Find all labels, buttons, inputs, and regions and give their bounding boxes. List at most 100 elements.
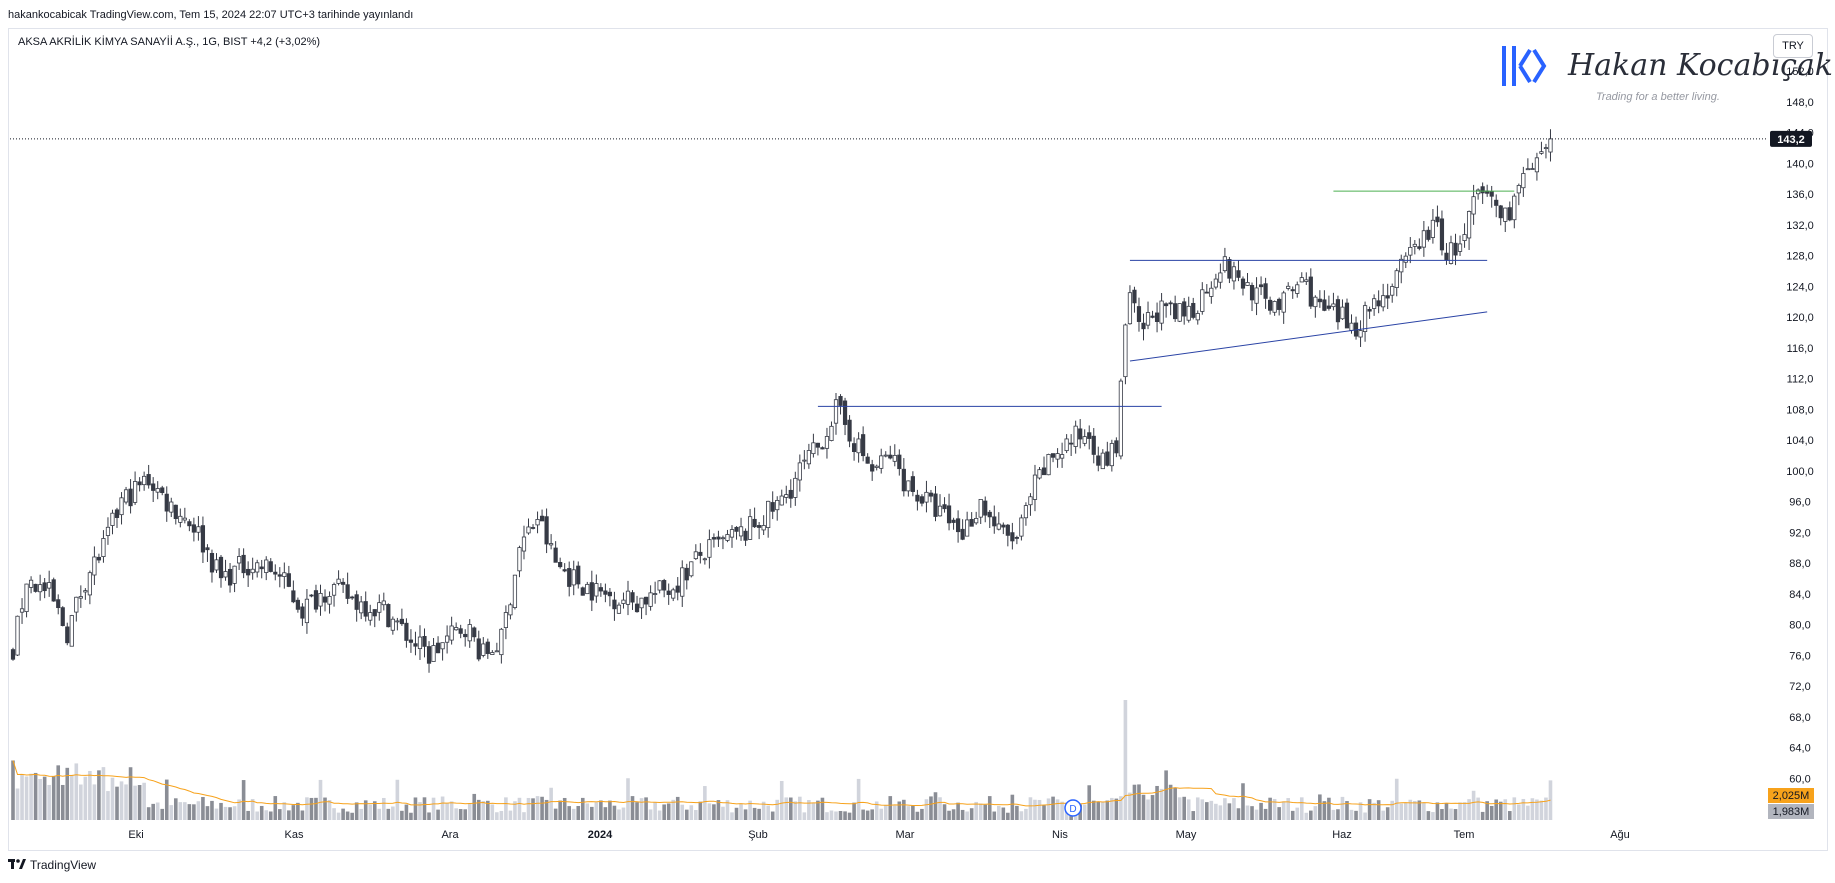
volume-current-badge bbox=[1768, 788, 1814, 803]
candle-body bbox=[1530, 168, 1535, 170]
currency-button[interactable]: TRY bbox=[1773, 34, 1813, 58]
volume-bar bbox=[612, 805, 617, 820]
candle-body bbox=[960, 528, 965, 540]
volume-bar bbox=[1521, 798, 1526, 820]
volume-bar bbox=[535, 796, 540, 820]
volume-bar bbox=[1467, 799, 1471, 820]
candle-body bbox=[1168, 302, 1173, 305]
volume-bar bbox=[888, 796, 893, 820]
volume-bar bbox=[1440, 809, 1444, 820]
volume-bar bbox=[264, 810, 269, 820]
candle-body bbox=[698, 551, 703, 556]
candle-body bbox=[770, 502, 775, 512]
volume-bar bbox=[784, 797, 789, 820]
volume-bar bbox=[635, 802, 639, 820]
tradingview-logo-icon bbox=[8, 859, 26, 869]
volume-bar bbox=[1458, 802, 1462, 820]
candle-body bbox=[246, 568, 251, 576]
volume-bar bbox=[124, 784, 128, 820]
volume-bar bbox=[969, 808, 974, 820]
volume-bar bbox=[1232, 798, 1236, 820]
candle-body bbox=[517, 547, 522, 572]
volume-bar bbox=[1354, 810, 1358, 820]
volume-bar bbox=[531, 798, 535, 820]
candle-body bbox=[218, 556, 224, 579]
volume-bar bbox=[413, 797, 418, 820]
x-axis-tick-label: Eki bbox=[128, 829, 143, 841]
candle-body bbox=[1150, 315, 1155, 318]
volume-bar bbox=[1205, 802, 1209, 820]
candle-body bbox=[386, 604, 391, 628]
volume-bar bbox=[1037, 799, 1042, 820]
volume-bar bbox=[811, 802, 816, 820]
volume-bar bbox=[1141, 794, 1146, 820]
volume-bar bbox=[847, 812, 852, 820]
candle-body bbox=[137, 481, 142, 486]
volume-bar bbox=[1195, 797, 1200, 820]
y-axis-tick-label: 96,0 bbox=[1789, 497, 1810, 509]
candle-body bbox=[1272, 301, 1277, 313]
volume-current-label: 2,025M bbox=[1773, 790, 1810, 802]
volume-bar bbox=[906, 806, 911, 820]
candle-body bbox=[250, 568, 255, 574]
candle-body bbox=[951, 519, 956, 523]
volume-bar bbox=[1309, 810, 1313, 820]
candle-body bbox=[191, 524, 196, 533]
volume-bar bbox=[146, 807, 151, 820]
volume-bar bbox=[721, 806, 725, 820]
volume-bar bbox=[74, 763, 79, 820]
y-axis-tick-label: 124,0 bbox=[1786, 281, 1814, 293]
candle-body bbox=[734, 526, 739, 532]
candle-body bbox=[1082, 436, 1087, 444]
candle-body bbox=[1498, 205, 1503, 219]
volume-bar bbox=[1471, 790, 1476, 820]
candle-body bbox=[1457, 243, 1463, 252]
volume-bar bbox=[1363, 812, 1367, 820]
y-axis-tick-label: 88,0 bbox=[1789, 558, 1810, 570]
candle-body bbox=[28, 579, 34, 588]
candle-body bbox=[1313, 296, 1318, 308]
volume-bar bbox=[336, 812, 341, 820]
volume-bar bbox=[418, 802, 422, 820]
x-axis-tick-label: Ara bbox=[441, 829, 459, 841]
volume-bar bbox=[327, 800, 332, 820]
volume-bar bbox=[350, 812, 354, 820]
volume-bar bbox=[766, 805, 770, 820]
volume-bar bbox=[445, 803, 449, 820]
volume-bar bbox=[712, 804, 716, 820]
candle-body bbox=[69, 615, 74, 647]
candle-body bbox=[503, 612, 508, 629]
volume-bar bbox=[1544, 797, 1548, 820]
volume-bar bbox=[920, 808, 924, 820]
volume-bar bbox=[1399, 803, 1404, 820]
volume-bar bbox=[1512, 797, 1517, 820]
candle-body bbox=[1109, 443, 1114, 467]
candle-body bbox=[933, 493, 938, 517]
volume-bar bbox=[1408, 799, 1413, 820]
x-axis-tick-label: Kas bbox=[285, 829, 304, 841]
candle-body bbox=[1141, 322, 1146, 330]
volume-bar bbox=[476, 799, 481, 820]
candle-body bbox=[1521, 173, 1526, 189]
volume-bar bbox=[282, 802, 287, 820]
candle-body bbox=[1385, 295, 1390, 299]
candle-body bbox=[842, 400, 848, 425]
candle-body bbox=[368, 612, 373, 621]
volume-bar bbox=[580, 797, 585, 820]
candle-body bbox=[431, 645, 436, 662]
volume-bar bbox=[856, 778, 861, 820]
volume-bar bbox=[608, 800, 612, 820]
candle-body bbox=[1222, 256, 1227, 272]
volume-bar bbox=[517, 797, 522, 820]
symbol-legend[interactable]: AKSA AKRİLİK KİMYA SANAYİİ A.Ş., 1G, BIS… bbox=[18, 36, 321, 48]
volume-bar bbox=[748, 800, 752, 820]
volume-bar bbox=[422, 797, 427, 820]
volume-average-label: 1,983M bbox=[1773, 806, 1810, 818]
x-axis-tick-label: Şub bbox=[748, 829, 768, 841]
candle-body bbox=[490, 652, 495, 655]
candle-body bbox=[838, 396, 843, 406]
volume-bar bbox=[223, 806, 228, 820]
candle-body bbox=[454, 627, 459, 631]
volume-bar bbox=[169, 805, 174, 820]
